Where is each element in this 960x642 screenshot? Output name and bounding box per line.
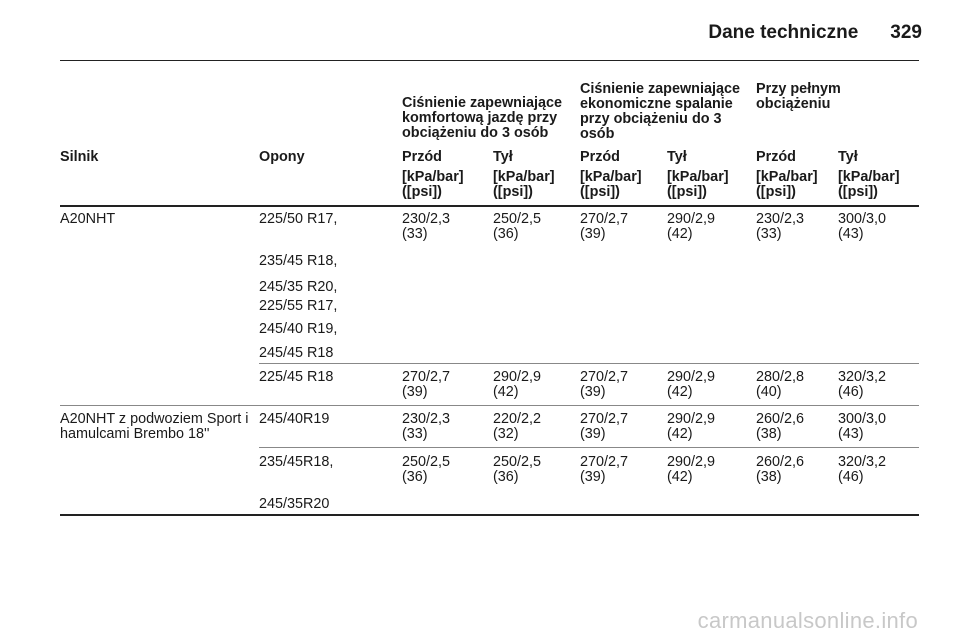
tire-cell: 225/55 R17,	[259, 298, 338, 314]
tire-cell: 225/45 R18	[259, 369, 334, 385]
pressure-cell: 290/2,9 (42)	[667, 211, 716, 242]
row-divider	[259, 447, 919, 448]
pressure-cell: 300/3,0 (43)	[838, 211, 887, 242]
pressure-cell: 260/2,6 (38)	[756, 454, 805, 485]
pressure-cell: 250/2,5 (36)	[493, 211, 542, 242]
tire-cell: 245/45 R18	[259, 345, 334, 361]
header-rule	[60, 60, 919, 61]
pressure-cell: 320/3,2 (46)	[838, 454, 887, 485]
col-header-front-2: Przód	[580, 149, 620, 165]
pressure-cell: 290/2,9 (42)	[667, 369, 716, 400]
tire-cell: 245/35 R20,	[259, 279, 338, 295]
table-bottom-rule	[60, 514, 919, 516]
unit-header: [kPa/bar] ([psi])	[493, 169, 555, 200]
col-header-tires: Opony	[259, 149, 305, 165]
engine-cell: A20NHT z podwoziem Sport i hamulcami Bre…	[60, 411, 249, 442]
col-header-rear-2: Tył	[667, 149, 687, 165]
tire-cell: 245/35R20	[259, 496, 330, 512]
tire-cell: 235/45R18,	[259, 454, 334, 470]
pressure-cell: 300/3,0 (43)	[838, 411, 887, 442]
page-header: Dane techniczne 329	[708, 22, 922, 44]
page-title: Dane techniczne	[708, 22, 859, 43]
pressure-cell: 320/3,2 (46)	[838, 369, 887, 400]
pressure-cell: 250/2,5 (36)	[493, 454, 542, 485]
tire-cell: 245/40R19	[259, 411, 330, 427]
unit-header: [kPa/bar] ([psi])	[838, 169, 900, 200]
pressure-cell: 290/2,9 (42)	[667, 411, 716, 442]
pressure-cell: 270/2,7 (39)	[580, 454, 629, 485]
col-header-front-1: Przód	[402, 149, 442, 165]
pressure-cell: 230/2,3 (33)	[402, 411, 451, 442]
tire-cell: 235/45 R18,	[259, 253, 338, 269]
pressure-cell: 270/2,7 (39)	[580, 211, 629, 242]
watermark: carmanualsonline.info	[697, 608, 918, 633]
pressure-cell: 230/2,3 (33)	[756, 211, 805, 242]
page-number: 329	[890, 22, 922, 43]
unit-header: [kPa/bar] ([psi])	[402, 169, 464, 200]
group-header-full-load: Przy pełnym obciążeniu	[756, 81, 841, 112]
pressure-cell: 270/2,7 (39)	[402, 369, 451, 400]
pressure-cell: 290/2,9 (42)	[493, 369, 542, 400]
table-head-rule	[60, 205, 919, 207]
pressure-cell: 220/2,2 (32)	[493, 411, 542, 442]
unit-header: [kPa/bar] ([psi])	[667, 169, 729, 200]
row-divider	[259, 363, 919, 364]
pressure-cell: 250/2,5 (36)	[402, 454, 451, 485]
group-header-comfort: Ciśnienie zapewniające komfortową jazdę …	[402, 95, 562, 141]
pressure-cell: 270/2,7 (39)	[580, 369, 629, 400]
pressure-cell: 230/2,3 (33)	[402, 211, 451, 242]
row-divider	[60, 405, 919, 406]
col-header-rear-3: Tył	[838, 149, 858, 165]
group-header-economy: Ciśnienie zapewniające ekonomiczne spala…	[580, 81, 740, 142]
unit-header: [kPa/bar] ([psi])	[756, 169, 818, 200]
unit-header: [kPa/bar] ([psi])	[580, 169, 642, 200]
col-header-rear-1: Tył	[493, 149, 513, 165]
tire-cell: 245/40 R19,	[259, 321, 338, 337]
pressure-cell: 280/2,8 (40)	[756, 369, 805, 400]
col-header-front-3: Przód	[756, 149, 796, 165]
pressure-cell: 270/2,7 (39)	[580, 411, 629, 442]
pressure-cell: 290/2,9 (42)	[667, 454, 716, 485]
col-header-engine: Silnik	[60, 149, 99, 165]
tire-cell: 225/50 R17,	[259, 211, 338, 227]
engine-cell: A20NHT	[60, 211, 116, 227]
pressure-cell: 260/2,6 (38)	[756, 411, 805, 442]
